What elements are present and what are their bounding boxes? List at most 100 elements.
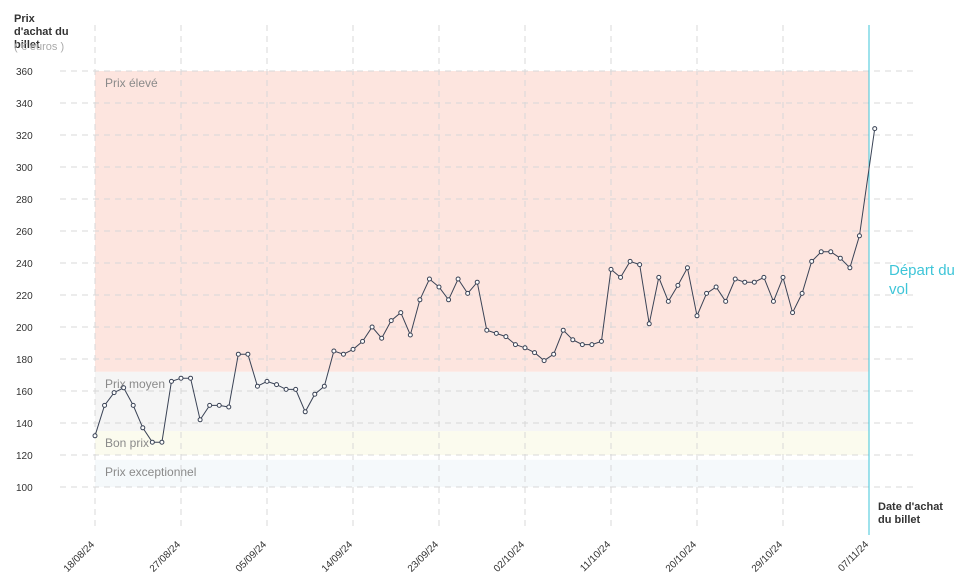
price-point xyxy=(818,249,824,255)
price-point xyxy=(159,439,165,445)
price-band xyxy=(95,71,869,372)
price-point xyxy=(627,258,633,264)
price-point xyxy=(92,433,98,439)
price-point xyxy=(493,330,499,336)
price-point xyxy=(360,338,366,344)
price-point xyxy=(264,378,270,384)
price-point xyxy=(130,402,136,408)
price-point xyxy=(369,324,375,330)
price-point xyxy=(541,358,547,364)
price-point xyxy=(426,276,432,282)
price-point xyxy=(598,338,604,344)
band-label: Prix élevé xyxy=(105,76,158,90)
price-point xyxy=(226,404,232,410)
price-point xyxy=(522,345,528,351)
price-point xyxy=(140,425,146,431)
price-point xyxy=(216,402,222,408)
price-point xyxy=(646,321,652,327)
departure-label: Départ du vol xyxy=(889,262,955,298)
y-tick-label: 320 xyxy=(16,131,33,142)
price-point xyxy=(751,279,757,285)
price-point xyxy=(197,417,203,423)
price-point xyxy=(608,266,614,272)
price-point xyxy=(856,233,862,239)
price-point xyxy=(589,342,595,348)
price-point xyxy=(321,383,327,389)
band-label: Bon prix xyxy=(105,436,149,450)
price-point xyxy=(111,390,117,396)
price-point xyxy=(188,375,194,381)
band-label: Prix moyen xyxy=(105,377,165,391)
y-tick-label: 300 xyxy=(16,163,33,174)
price-point xyxy=(742,279,748,285)
price-point xyxy=(780,274,786,280)
y-unit: ( € euros ) xyxy=(14,41,64,53)
x-tick-label: 18/08/24 xyxy=(62,539,98,575)
y-title: Prix d'achat du billet xyxy=(14,13,69,51)
price-point xyxy=(847,265,853,271)
price-line xyxy=(94,128,876,443)
price-point xyxy=(178,375,184,381)
price-point xyxy=(704,290,710,296)
price-point xyxy=(579,342,585,348)
x-tick-label: 29/10/24 xyxy=(750,539,786,575)
y-tick-label: 200 xyxy=(16,323,33,334)
price-point xyxy=(570,337,576,343)
price-point xyxy=(465,290,471,296)
price-point xyxy=(293,386,299,392)
price-point xyxy=(723,298,729,304)
price-point xyxy=(340,351,346,357)
y-tick-label: 160 xyxy=(16,387,33,398)
x-title: Date d'achat du billet xyxy=(878,501,943,526)
price-point xyxy=(618,274,624,280)
price-point xyxy=(235,351,241,357)
price-point xyxy=(102,402,108,408)
price-point xyxy=(532,350,538,356)
price-point xyxy=(551,351,557,357)
price-band xyxy=(95,431,869,455)
y-tick-label: 120 xyxy=(16,451,33,462)
price-point xyxy=(436,284,442,290)
y-tick-label: 280 xyxy=(16,195,33,206)
price-point xyxy=(407,332,413,338)
price-point xyxy=(828,249,834,255)
price-point xyxy=(713,284,719,290)
price-point xyxy=(149,439,155,445)
price-point xyxy=(872,126,878,132)
price-point xyxy=(484,327,490,333)
price-point xyxy=(379,335,385,341)
price-point xyxy=(770,298,776,304)
y-tick-label: 140 xyxy=(16,419,33,430)
y-tick-label: 100 xyxy=(16,483,33,494)
price-point xyxy=(312,391,318,397)
x-tick-label: 07/11/24 xyxy=(836,539,871,574)
y-tick-label: 260 xyxy=(16,227,33,238)
price-point xyxy=(388,318,394,324)
price-point xyxy=(761,274,767,280)
price-point xyxy=(283,386,289,392)
price-point xyxy=(350,346,356,352)
price-point xyxy=(474,279,480,285)
price-point xyxy=(560,327,566,333)
x-tick-label: 23/09/24 xyxy=(406,539,442,575)
price-point xyxy=(503,334,509,340)
price-point xyxy=(455,276,461,282)
x-tick-label: 02/10/24 xyxy=(492,539,528,575)
y-tick-label: 240 xyxy=(16,259,33,270)
price-point xyxy=(809,258,815,264)
y-tick-label: 220 xyxy=(16,291,33,302)
x-tick-label: 14/09/24 xyxy=(320,539,356,575)
price-band xyxy=(95,371,869,431)
price-point xyxy=(274,382,280,388)
price-point xyxy=(665,298,671,304)
band-label: Prix exceptionnel xyxy=(105,465,196,479)
price-point xyxy=(121,385,127,391)
price-point xyxy=(837,255,843,261)
price-point xyxy=(168,378,174,384)
price-point xyxy=(398,310,404,316)
price-point xyxy=(417,297,423,303)
price-point xyxy=(512,342,518,348)
price-point xyxy=(302,409,308,415)
x-tick-label: 27/08/24 xyxy=(148,539,184,575)
